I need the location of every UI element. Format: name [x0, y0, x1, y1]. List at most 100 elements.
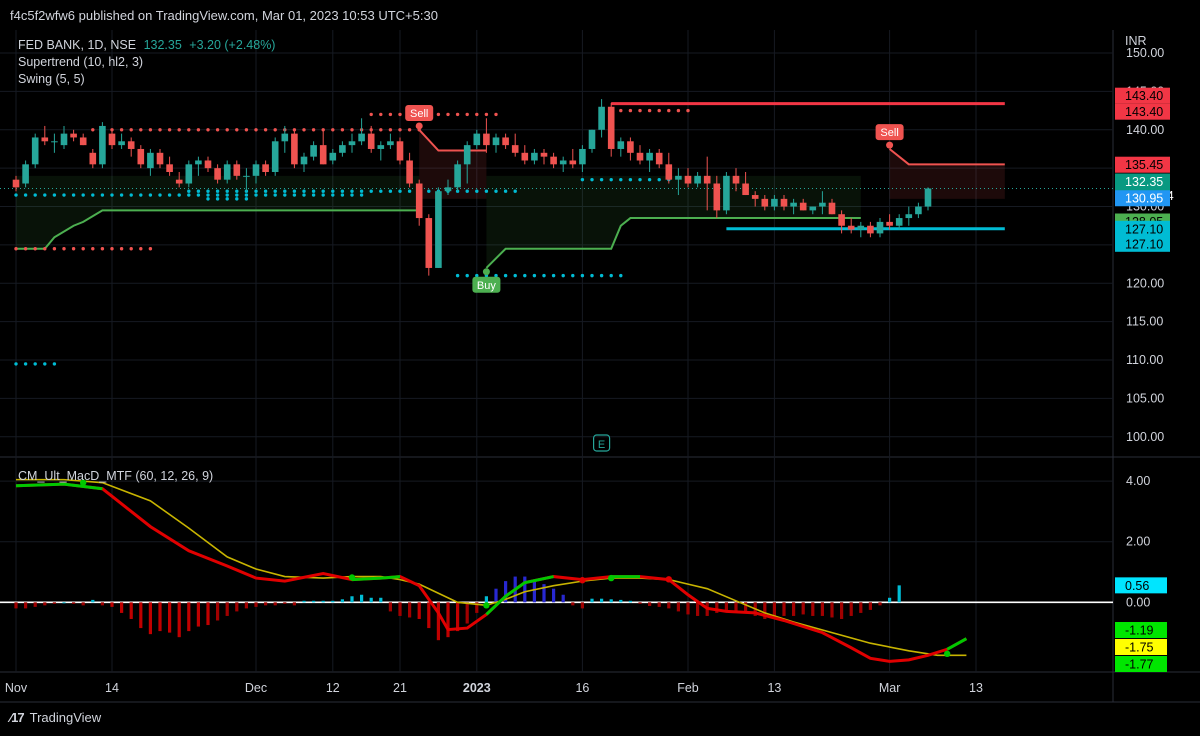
swing-dot — [91, 128, 95, 132]
price-axis-label: 127.10 — [1115, 220, 1170, 237]
candle — [339, 141, 346, 157]
macd-histogram-bar — [264, 602, 268, 606]
swing-dot — [388, 189, 393, 193]
swing-dot — [71, 193, 76, 197]
swing-dot — [244, 197, 249, 201]
swing-dot — [292, 189, 297, 193]
swing-dot — [167, 128, 172, 132]
swing-dot — [311, 189, 316, 193]
macd-histogram-bar — [523, 576, 527, 603]
swing-dot — [455, 273, 460, 278]
macd-histogram-bar — [81, 602, 85, 606]
swing-dot — [23, 362, 28, 366]
macd-line-bull-segment — [15, 482, 103, 491]
candle-body — [598, 106, 605, 130]
swing-dot — [628, 108, 633, 113]
supertrend-fill-3 — [889, 148, 1005, 199]
swing-dot — [475, 112, 479, 117]
swing-dot — [455, 112, 460, 117]
candle-body — [483, 133, 490, 146]
candle — [310, 141, 317, 161]
legend-swing[interactable]: Swing (5, 5) — [18, 72, 85, 86]
swing-dot — [235, 189, 239, 193]
candle-body — [723, 175, 730, 211]
candle-body — [99, 125, 106, 165]
candle — [271, 137, 279, 176]
swing-dot — [215, 189, 220, 193]
swing-dot-line-cyan — [14, 362, 57, 366]
candle-body — [223, 164, 231, 180]
candle-body — [271, 141, 279, 172]
swing-dot — [494, 112, 498, 117]
price-axis-label-text: 143.40 — [1125, 89, 1163, 103]
candle — [502, 133, 509, 149]
macd-line-bull-segment — [946, 637, 968, 651]
candle-body — [742, 183, 749, 196]
symbol-label[interactable]: FED BANK, 1D, NSE — [18, 38, 137, 52]
candle-body — [300, 156, 308, 165]
legend-supertrend[interactable]: Supertrend (10, hl2, 3) — [18, 55, 144, 69]
candle — [358, 118, 365, 146]
signal-buy: Buy — [472, 268, 501, 293]
candle — [396, 137, 404, 165]
candle — [895, 214, 903, 230]
candle-body — [819, 202, 826, 207]
candle — [214, 164, 221, 184]
macd-histogram-bar — [667, 602, 671, 609]
macd-histogram-bar — [446, 602, 450, 638]
swing-dot — [561, 273, 565, 278]
swing-dot — [62, 247, 66, 251]
candle — [473, 129, 481, 149]
candle-body — [511, 145, 519, 153]
swing-dot — [331, 189, 335, 193]
candle-body — [79, 137, 87, 146]
macd-histogram-bar — [619, 599, 623, 603]
macd-histogram-bar — [196, 602, 200, 627]
swing-dot — [235, 197, 239, 201]
swing-dot — [494, 273, 498, 278]
candle — [780, 195, 788, 211]
macd-histogram-bar — [33, 602, 37, 607]
macd-histogram-bar — [417, 602, 421, 619]
candle-body — [703, 175, 711, 184]
swing-dot — [215, 197, 220, 201]
macd-histogram-bar — [24, 602, 28, 609]
macd-histogram-bar — [312, 600, 316, 603]
candle-body — [281, 133, 289, 142]
macd-histogram-bar — [820, 602, 824, 616]
candle — [483, 118, 490, 153]
candle-body — [435, 191, 442, 268]
x-tick-label: Dec — [245, 681, 267, 695]
signal-sell: Sell — [405, 104, 434, 130]
swing-dot — [638, 108, 642, 113]
macd-histogram-bar — [139, 602, 143, 629]
candle — [99, 122, 106, 169]
y-tick-label: 120.00 — [1126, 276, 1164, 290]
candle-body — [655, 152, 663, 165]
macd-histogram-bar — [187, 602, 191, 632]
candle — [742, 172, 749, 196]
candle-body — [60, 133, 68, 146]
macd-cross-dot — [579, 577, 586, 584]
price-axis-label: 143.40 — [1115, 87, 1170, 104]
supertrend-fill-2 — [486, 175, 861, 268]
price-axis-label-bg — [1115, 220, 1170, 237]
legend-macd[interactable]: CM_Ult_MacD_MTF (60, 12, 26, 9) — [18, 469, 214, 483]
candle — [262, 160, 269, 176]
x-tick-label: 13 — [969, 681, 983, 695]
swing-dot — [331, 128, 335, 132]
swing-dot — [379, 112, 383, 117]
swing-dot — [187, 193, 191, 197]
footer-brand[interactable]: ⁄17 TradingView — [10, 710, 101, 725]
swing-dot — [609, 273, 613, 278]
candle — [703, 156, 711, 211]
swing-dot — [273, 128, 277, 132]
candle-body — [790, 202, 797, 207]
swing-dot-line-red — [609, 108, 690, 113]
swing-dot — [129, 247, 133, 251]
macd-histogram-bar — [177, 602, 181, 638]
candle — [905, 206, 913, 226]
price-axis-label-bg — [1115, 156, 1170, 173]
candle-body — [185, 164, 193, 184]
